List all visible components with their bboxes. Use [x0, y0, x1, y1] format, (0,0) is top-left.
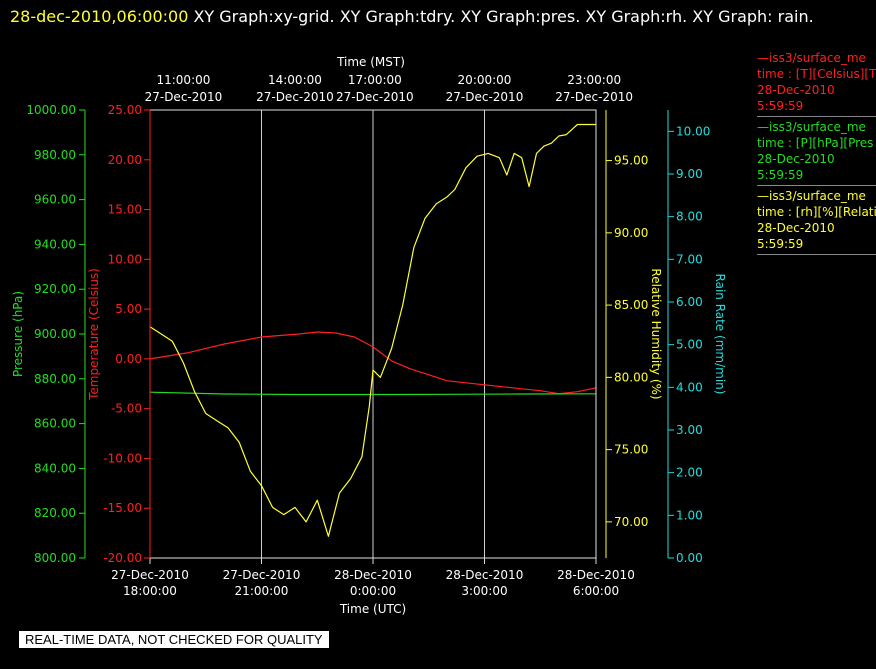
- title-timestamp: 28-dec-2010,06:00:00: [10, 7, 189, 26]
- top-tick-label: 27-Dec-2010: [555, 90, 633, 104]
- legend-time: 5:59:59: [757, 99, 804, 113]
- rh-tick-label: 90.00: [614, 226, 648, 240]
- top-tick-label: 27-Dec-2010: [446, 90, 524, 104]
- top-tick-label: 14:00:00: [268, 73, 322, 87]
- rain-tick-label: 8.00: [676, 210, 703, 224]
- legend-series-vars: time : [T][Celsius][T: [757, 67, 876, 81]
- x-tick-label: 21:00:00: [235, 584, 289, 598]
- pressure-tick-label: 960.00: [34, 193, 76, 207]
- x-tick-label: 18:00:00: [123, 584, 177, 598]
- rh-tick-label: 70.00: [614, 515, 648, 529]
- series-rh-line: [149, 123, 596, 537]
- x-tick-label: 3:00:00: [461, 584, 507, 598]
- legend: —iss3/surface_me time : [T][Celsius][T 2…: [757, 50, 876, 257]
- temperature-tick-label: 10.00: [108, 252, 142, 266]
- x-tick-label: 27-Dec-2010: [223, 568, 301, 582]
- axes-group: 27-Dec-2010 18:00:00 27-Dec-2010 21:00:00 28…: [11, 55, 727, 616]
- legend-entry-temperature: —iss3/surface_me time : [T][Celsius][T 2…: [757, 50, 876, 117]
- pressure-tick-label: 800.00: [34, 551, 76, 565]
- rain-tick-label: 7.00: [676, 252, 703, 266]
- top-tick-label: 20:00:00: [458, 73, 512, 87]
- legend-entry-humidity: —iss3/surface_me time : [rh][%][Relati 2…: [757, 188, 876, 255]
- top-tick-label: 17:00:00: [348, 73, 402, 87]
- rain-tick-label: 3.00: [676, 423, 703, 437]
- rain-tick-label: 4.00: [676, 380, 703, 394]
- rh-tick-label: 85.00: [614, 298, 648, 312]
- x-tick-label: 28-Dec-2010: [557, 568, 635, 582]
- rain-tick-label: 1.00: [676, 508, 703, 522]
- temperature-tick-label: 5.00: [115, 302, 142, 316]
- rh-axis-title: Relative Humidity (%): [649, 268, 663, 399]
- top-tick-label: 27-Dec-2010: [145, 90, 223, 104]
- pressure-tick-label: 980.00: [34, 148, 76, 162]
- pressure-tick-label: 1000.00: [26, 103, 76, 117]
- series-lines: [149, 123, 597, 537]
- pressure-tick-label: 880.00: [34, 372, 76, 386]
- rain-tick-label: 0.00: [676, 551, 703, 565]
- legend-time: 5:59:59: [757, 237, 804, 251]
- pressure-tick-label: 940.00: [34, 237, 76, 251]
- top-tick-label: 27-Dec-2010: [256, 90, 334, 104]
- quality-warning-banner: REAL-TIME DATA, NOT CHECKED FOR QUALITY: [19, 631, 329, 648]
- legend-time: 5:59:59: [757, 168, 804, 182]
- legend-series-vars: time : [rh][%][Relati: [757, 205, 876, 219]
- temperature-tick-label: 15.00: [108, 203, 142, 217]
- pressure-tick-label: 860.00: [34, 417, 76, 431]
- temperature-tick-label: -20.00: [103, 551, 142, 565]
- temperature-tick-label: -15.00: [103, 501, 142, 515]
- temperature-tick-label: -10.00: [103, 451, 142, 465]
- temperature-axis-title: Temperature (Celsius): [87, 268, 101, 401]
- legend-series-name: —iss3/surface_me: [757, 189, 866, 203]
- legend-date: 28-Dec-2010: [757, 83, 835, 97]
- temperature-tick-label: 0.00: [115, 352, 142, 366]
- rain-tick-label: 2.00: [676, 466, 703, 480]
- temperature-tick-label: -5.00: [111, 402, 142, 416]
- rain-axis-title: Rain Rate (mm/min): [713, 274, 727, 395]
- rain-tick-label: 6.00: [676, 295, 703, 309]
- x-axis-title: Time (UTC): [339, 602, 406, 616]
- top-tick-label: 11:00:00: [156, 73, 210, 87]
- grid-lines: [261, 110, 485, 558]
- legend-date: 28-Dec-2010: [757, 152, 835, 166]
- pressure-tick-label: 900.00: [34, 327, 76, 341]
- series-temperature-line: [149, 331, 597, 395]
- pressure-axis-title: Pressure (hPa): [11, 291, 25, 377]
- x-tick-label: 28-Dec-2010: [446, 568, 524, 582]
- legend-date: 28-Dec-2010: [757, 221, 835, 235]
- top-axis-title: Time (MST): [336, 55, 405, 69]
- legend-series-vars: time : [P][hPa][Pres: [757, 136, 874, 150]
- pressure-tick-label: 920.00: [34, 282, 76, 296]
- legend-series-name: —iss3/surface_me: [757, 51, 866, 65]
- legend-entry-pressure: —iss3/surface_me time : [P][hPa][Pres 28…: [757, 119, 876, 186]
- rain-tick-label: 10.00: [676, 124, 710, 138]
- rain-tick-label: 5.00: [676, 338, 703, 352]
- rh-tick-label: 80.00: [614, 370, 648, 384]
- top-tick-label: 27-Dec-2010: [336, 90, 414, 104]
- temperature-tick-label: 25.00: [108, 103, 142, 117]
- pressure-tick-label: 840.00: [34, 461, 76, 475]
- x-tick-label: 27-Dec-2010: [111, 568, 189, 582]
- top-tick-label: 23:00:00: [567, 73, 621, 87]
- graph-title: 28-dec-2010,06:00:00 XY Graph:xy-grid. X…: [10, 3, 860, 30]
- x-tick-label: 0:00:00: [350, 584, 396, 598]
- temperature-tick-label: 20.00: [108, 153, 142, 167]
- x-tick-label: 6:00:00: [573, 584, 619, 598]
- pressure-tick-label: 820.00: [34, 506, 76, 520]
- rh-tick-label: 75.00: [614, 443, 648, 457]
- rain-tick-label: 9.00: [676, 167, 703, 181]
- legend-series-name: —iss3/surface_me: [757, 120, 866, 134]
- rh-tick-label: 95.00: [614, 154, 648, 168]
- title-graph-list: XY Graph:xy-grid. XY Graph:tdry. XY Grap…: [188, 7, 814, 26]
- x-tick-label: 28-Dec-2010: [334, 568, 412, 582]
- series-pressure-line: [149, 391, 597, 396]
